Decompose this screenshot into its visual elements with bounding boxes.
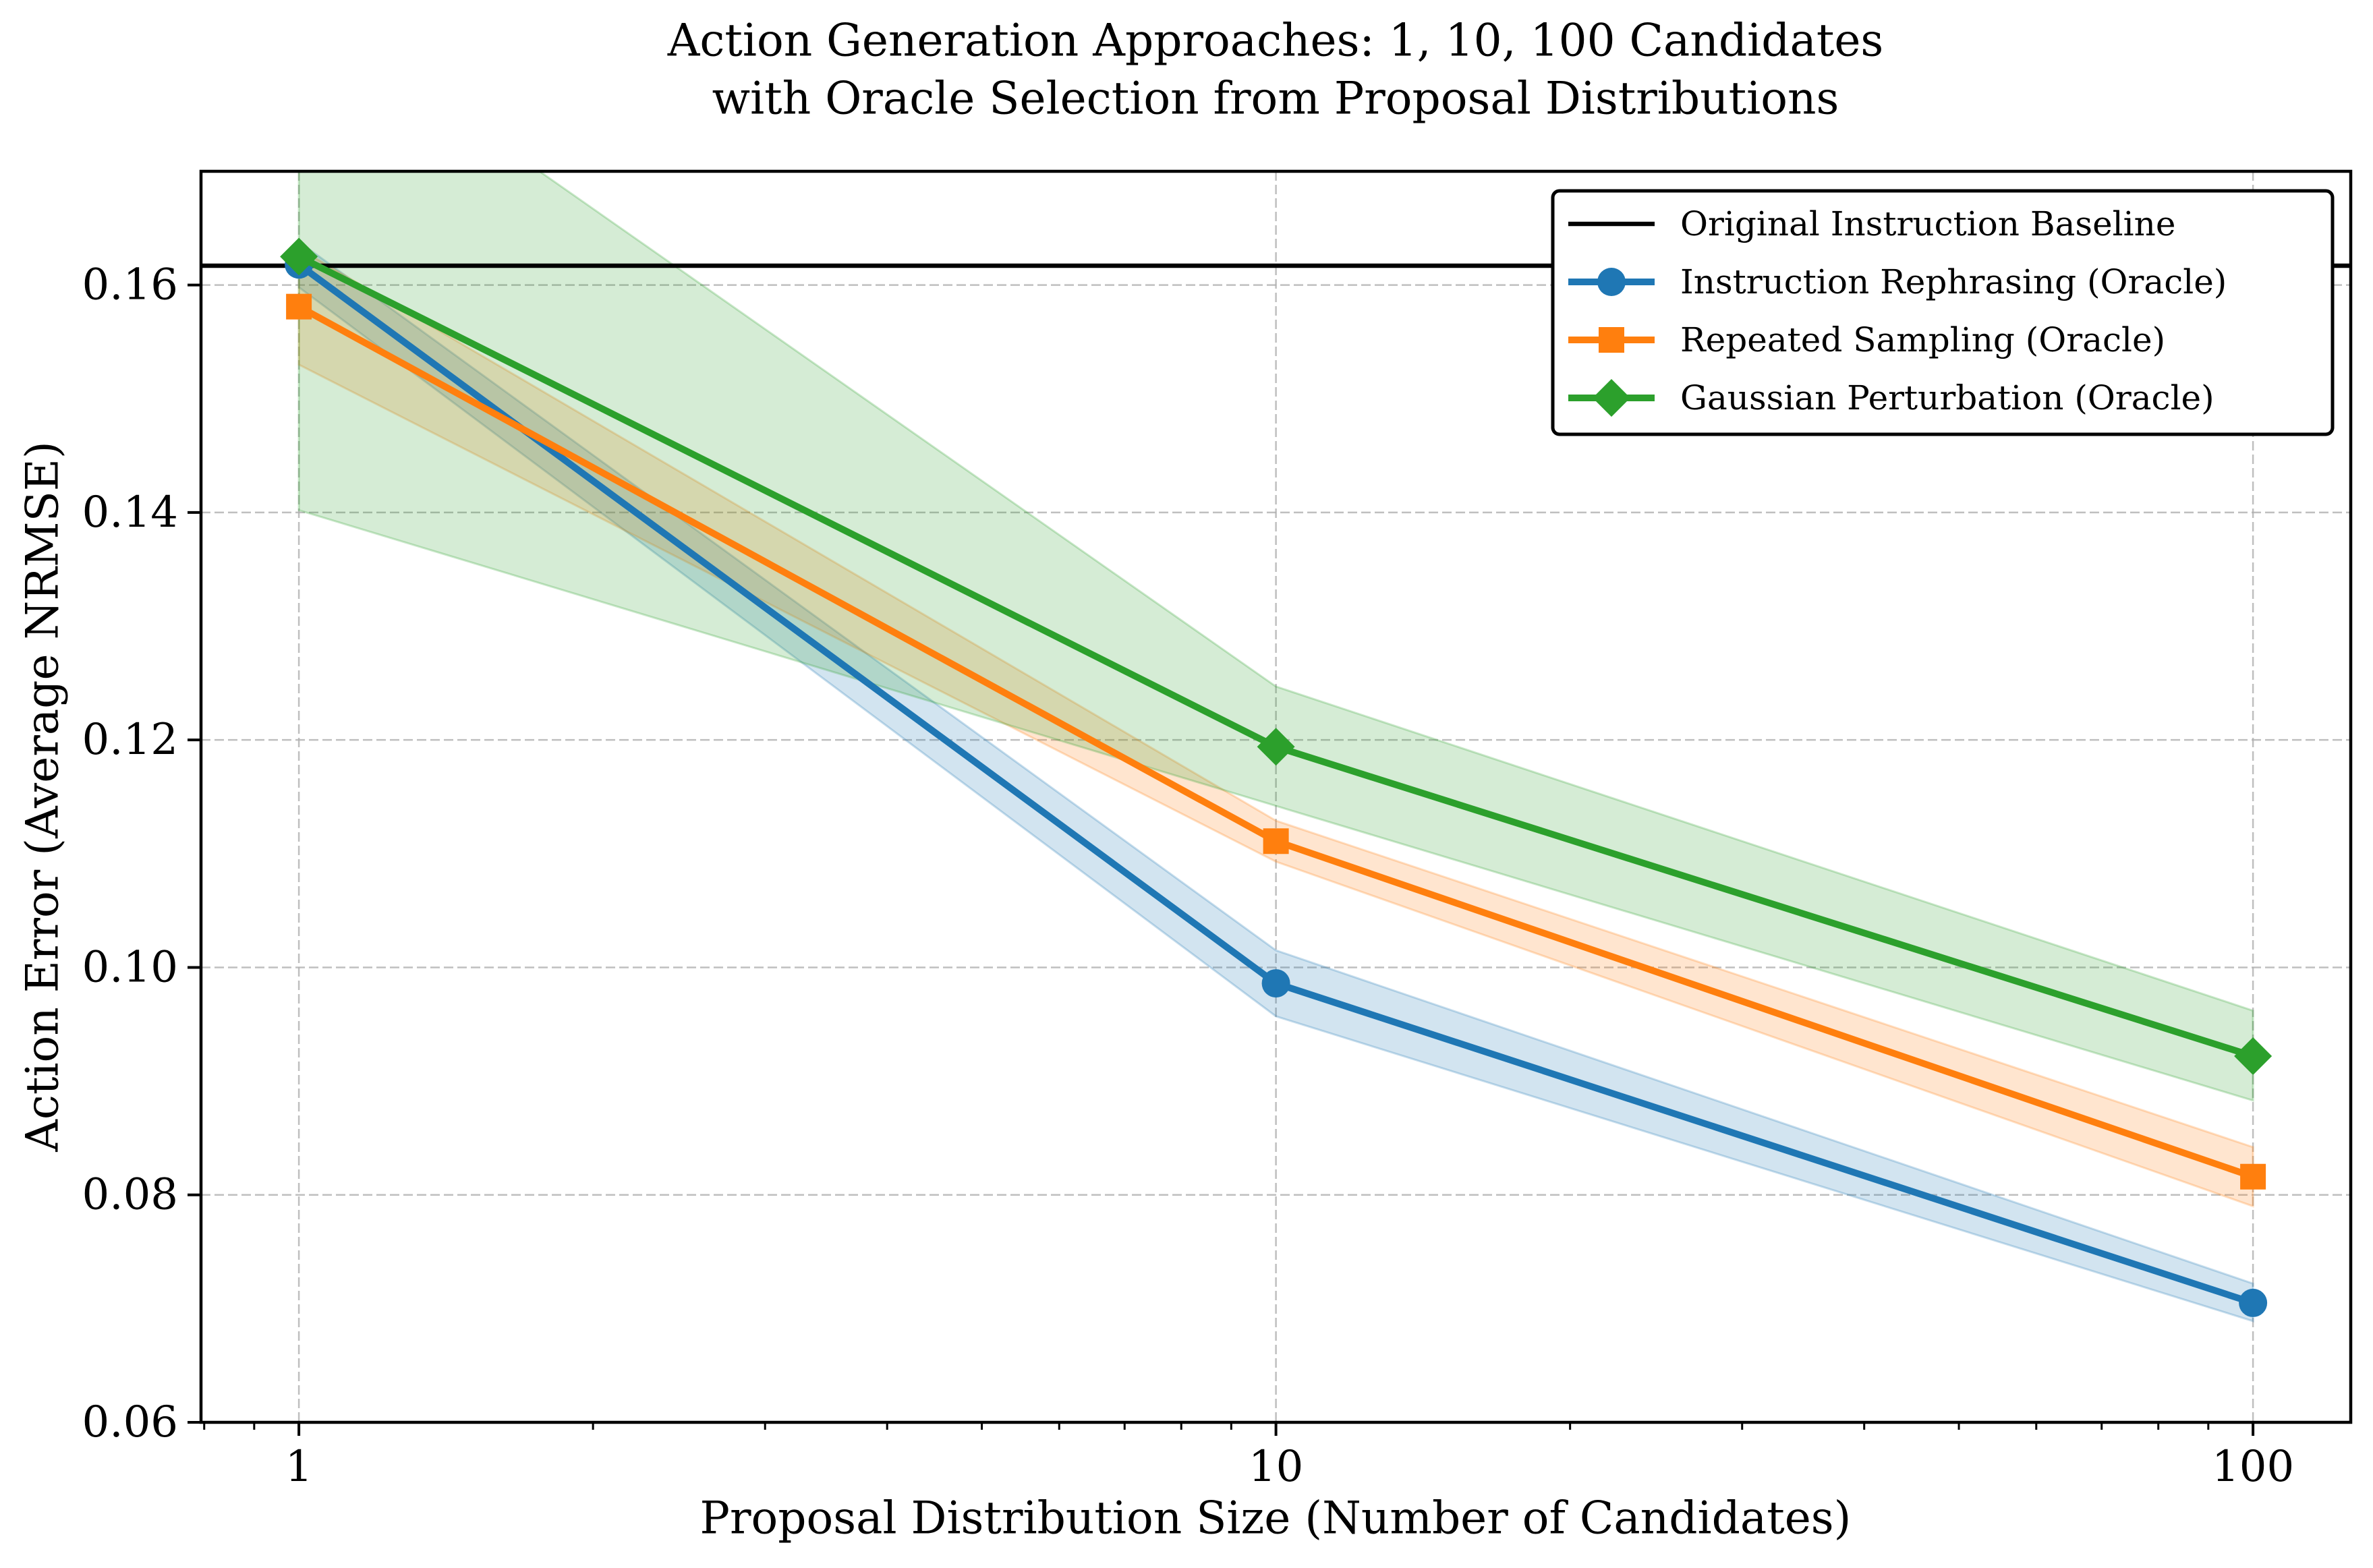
- legend-label: Repeated Sampling (Oracle): [1680, 320, 2165, 359]
- series-lines: [201, 237, 2351, 1317]
- legend-entry-instruction-rephrasing-oracle: Instruction Rephrasing (Oracle): [1568, 262, 2227, 301]
- marker-gaussian-perturbation-oracle: [280, 237, 318, 276]
- band-gaussian-perturbation-oracle: [297, 171, 2254, 1102]
- legend-label: Gaussian Perturbation (Oracle): [1680, 378, 2214, 417]
- legend-entry-repeated-sampling-oracle: Repeated Sampling (Oracle): [1568, 320, 2165, 359]
- y-tick-label: 0.14: [82, 488, 179, 538]
- axis-ticks: 1 10 100 0.06 0.08 0.10 0.12 0.14 0.16: [82, 260, 2295, 1492]
- x-tick-label: 10: [1249, 1442, 1303, 1492]
- series-repeated-sampling-oracle: [286, 293, 2266, 1190]
- x-axis-label: Proposal Distribution Size (Number of Ca…: [700, 1492, 1852, 1544]
- y-tick-label: 0.10: [82, 942, 179, 992]
- marker-instruction-rephrasing-oracle: [2239, 1288, 2268, 1317]
- series-instruction-rephrasing-oracle: [285, 250, 2268, 1317]
- chart-title-line-1: Action Generation Approaches: 1, 10, 100…: [667, 15, 1884, 67]
- grid: [201, 171, 2351, 1422]
- legend-label: Instruction Rephrasing (Oracle): [1680, 262, 2227, 301]
- marker-repeated-sampling-oracle: [2240, 1163, 2266, 1190]
- y-tick-label: 0.08: [82, 1170, 179, 1220]
- y-axis-label: Action Error (Average NRMSE): [17, 441, 69, 1152]
- legend-frame: [1551, 189, 2335, 436]
- y-tick-label: 0.16: [82, 260, 179, 310]
- marker-gaussian-perturbation-oracle: [2234, 1037, 2272, 1075]
- x-tick-label: 1: [285, 1442, 313, 1492]
- chart-title-line-2: with Oracle Selection from Proposal Dist…: [712, 73, 1839, 125]
- marker-instruction-rephrasing-oracle: [1261, 969, 1290, 998]
- legend-entry-original-instruction-baseline: Original Instruction Baseline: [1568, 204, 2175, 243]
- legend-handle-marker: [1599, 327, 1624, 353]
- legend-entry-gaussian-perturbation-oracle: Gaussian Perturbation (Oracle): [1568, 378, 2214, 417]
- series-gaussian-perturbation-oracle: [280, 237, 2272, 1075]
- marker-repeated-sampling-oracle: [286, 293, 312, 320]
- band-instruction-rephrasing-oracle: [297, 239, 2254, 1323]
- x-tick-label: 100: [2212, 1442, 2294, 1492]
- legend-handle-marker: [1597, 268, 1626, 296]
- marker-gaussian-perturbation-oracle: [1257, 728, 1295, 766]
- legend-label: Original Instruction Baseline: [1680, 204, 2175, 243]
- y-tick-label: 0.06: [82, 1397, 179, 1447]
- legend-handle-marker: [1593, 379, 1630, 417]
- marker-repeated-sampling-oracle: [1263, 828, 1289, 854]
- y-tick-label: 0.12: [82, 715, 179, 765]
- legend: Original Instruction Baseline Instruction…: [1551, 189, 2335, 436]
